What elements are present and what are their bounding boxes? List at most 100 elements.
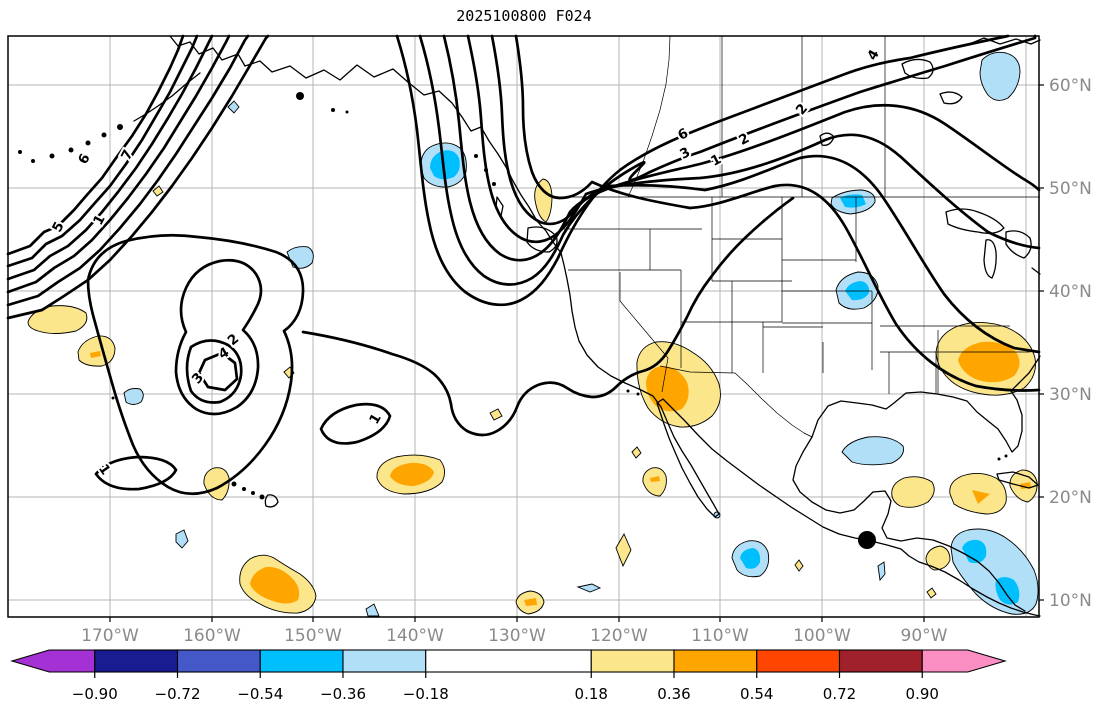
aleutian-island [31, 159, 35, 163]
hawaii-island [231, 481, 237, 487]
lon-tick-label: 170°W [81, 626, 139, 646]
negative-anomaly-core [962, 539, 987, 564]
negative-anomaly-core [840, 194, 866, 208]
contour-band-nw [6, 34, 199, 268]
contour-label: 7 [118, 147, 137, 163]
aleutian-island [49, 153, 55, 159]
contour-low-inner [197, 351, 239, 392]
aleutian-island [85, 140, 91, 146]
negative-anomaly-core [845, 281, 870, 301]
contour-band-nw [6, 34, 214, 281]
contour-trough [466, 34, 1041, 250]
positive-anomaly-core [972, 490, 990, 504]
positive-anomaly-region [794, 559, 804, 572]
positive-anomaly-core [390, 462, 434, 486]
colorbar-tick-label: −0.90 [72, 685, 118, 703]
contour-meander [301, 196, 795, 437]
small-island [474, 154, 478, 158]
lat-tick-label: 40°N [1049, 282, 1092, 302]
small-island [111, 396, 115, 400]
small-island [331, 108, 335, 112]
colorbar-tick-label: −0.72 [155, 685, 201, 703]
colorbar-tick-label: −0.54 [237, 685, 283, 703]
negative-anomaly-region [979, 51, 1021, 101]
negative-anomaly-region [286, 246, 314, 269]
negative-anomaly-core [740, 548, 761, 569]
coastline-gulf-atlantic [811, 355, 1041, 453]
coastline-mexico-east [792, 436, 1026, 612]
positive-anomaly-region [642, 467, 667, 497]
negative-anomaly-region [227, 100, 240, 114]
hawaii-island [251, 491, 255, 495]
negative-anomaly-region [576, 583, 602, 593]
colorbar-segment [94, 649, 179, 673]
positive-anomaly-region [926, 587, 937, 599]
colorbar-segment [838, 649, 923, 673]
lat-tick-label: 60°N [1049, 76, 1092, 96]
lat-tick-label: 30°N [1049, 385, 1092, 405]
positive-anomaly-core [650, 476, 660, 482]
negative-anomaly-region [123, 388, 144, 405]
negative-anomaly-region [175, 529, 189, 549]
contour-label: 1 [366, 411, 385, 427]
colorbar-segment [590, 649, 675, 673]
coastline-cuba [996, 471, 1039, 489]
contour-oval [94, 455, 178, 491]
lake-great-slave [939, 91, 963, 105]
contour-low-ring3 [185, 339, 243, 404]
positive-anomaly-core [90, 351, 101, 358]
hawaii-big-island [264, 494, 279, 508]
colorbar-tick-label: −0.36 [320, 685, 366, 703]
contour-low-ring2 [174, 258, 263, 416]
positive-anomaly-region [534, 178, 553, 223]
colorbar-segment [673, 649, 758, 673]
lon-tick-label: 140°W [386, 626, 444, 646]
colorbar-segment [259, 649, 344, 673]
lon-tick-label: 150°W [284, 626, 342, 646]
colorbar-segment [756, 649, 841, 673]
channel-island [636, 392, 640, 396]
lon-tick-label: 100°W [793, 626, 851, 646]
positive-anomaly-region [631, 446, 642, 459]
positive-anomaly-region [891, 476, 935, 508]
colorbar: −0.90 −0.72 −0.54 −0.36 −0.18 0.18 0.36 0.54 0.7… [10, 649, 1007, 703]
lon-tick-label: 90°W [901, 626, 948, 646]
contour-oval [319, 402, 392, 445]
lake-michigan [983, 239, 997, 279]
contour-band-nw [6, 34, 185, 256]
aleutian-island [101, 132, 107, 138]
colorbar-segment [342, 649, 427, 673]
colorbar-tick-label: −0.18 [403, 685, 449, 703]
florida-keys [1004, 454, 1008, 458]
lat-tick-label: 20°N [1049, 488, 1092, 508]
coastline-northamerica-west [169, 35, 1041, 617]
negative-anomaly-region [365, 603, 380, 617]
colorbar-tick-label: 0.72 [823, 685, 856, 703]
positive-anomaly-region [925, 545, 951, 571]
small-island [492, 182, 496, 186]
contour-trough [490, 34, 1041, 354]
negative-anomaly-core [995, 577, 1020, 605]
storm-position-marker [858, 531, 876, 549]
colorbar-segment [10, 649, 96, 673]
contour-trough [395, 34, 1010, 307]
contour-layer [6, 34, 1041, 496]
lon-tick-label: 160°W [183, 626, 241, 646]
lon-tick-label: 130°W [488, 626, 546, 646]
colorbar-tick-label: 0.90 [906, 685, 939, 703]
colorbar-segment [176, 649, 261, 673]
lake-huron [1005, 230, 1032, 259]
contour-trough [514, 34, 1041, 392]
contour-label: 3 [189, 370, 207, 387]
negative-anomaly-region [877, 561, 886, 582]
contour-band-nw [6, 34, 231, 294]
lat-tick-label: 50°N [1049, 179, 1092, 199]
positive-anomaly-region [27, 305, 88, 334]
positive-anomaly-core [250, 566, 300, 604]
contour-band-nw [6, 34, 250, 307]
contour-label: 4 [864, 47, 883, 63]
map-border [7, 35, 1040, 618]
